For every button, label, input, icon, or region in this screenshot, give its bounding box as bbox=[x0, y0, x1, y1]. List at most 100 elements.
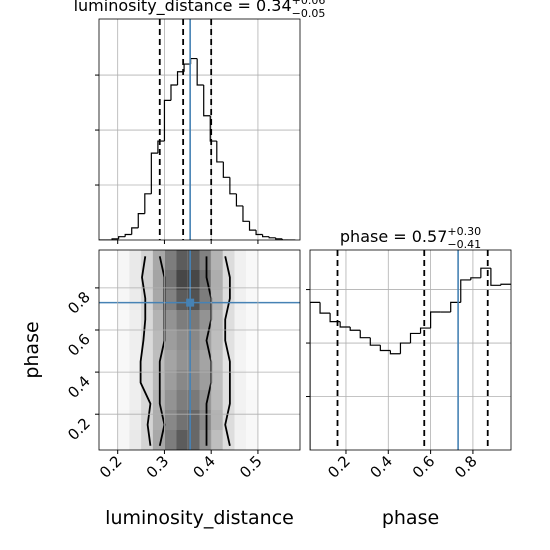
histogram-step bbox=[242, 205, 250, 222]
density-cell bbox=[176, 350, 188, 370]
density-cell bbox=[164, 390, 177, 410]
histogram-step bbox=[144, 193, 152, 214]
density-cell bbox=[176, 370, 188, 390]
density-cell bbox=[246, 410, 258, 430]
density-cell bbox=[187, 270, 200, 290]
density-cell bbox=[234, 290, 247, 310]
density-cell bbox=[152, 390, 165, 410]
density-cell bbox=[164, 370, 177, 390]
density-cell bbox=[199, 250, 212, 270]
density-cell bbox=[211, 430, 223, 450]
histogram-step bbox=[500, 283, 511, 286]
density-cell bbox=[187, 330, 200, 350]
density-cell bbox=[211, 390, 223, 410]
density-cell bbox=[211, 410, 223, 430]
density-cell bbox=[199, 330, 212, 350]
histogram-step bbox=[310, 301, 321, 450]
histogram-step bbox=[470, 277, 481, 280]
density-cell bbox=[152, 430, 165, 450]
density-cell bbox=[129, 370, 142, 390]
density-cell bbox=[117, 310, 130, 330]
axes-frame bbox=[98, 18, 301, 241]
title-lower: −0.05 bbox=[292, 7, 326, 20]
density-cell bbox=[152, 330, 165, 350]
histogram-step bbox=[490, 268, 501, 286]
x-tick-label: 0.4 bbox=[367, 452, 397, 482]
density-cell bbox=[117, 270, 130, 290]
density-cell bbox=[199, 310, 212, 330]
density-cell bbox=[211, 330, 223, 350]
density-cell bbox=[141, 390, 153, 410]
density-cell bbox=[211, 290, 223, 310]
density-cell bbox=[211, 350, 223, 370]
density-cell bbox=[141, 430, 153, 450]
histogram-step bbox=[137, 213, 145, 228]
histogram-step bbox=[216, 141, 224, 163]
density-cell bbox=[176, 410, 188, 430]
histogram-step bbox=[124, 233, 132, 237]
x-tick-label: 0.6 bbox=[409, 452, 439, 482]
density-cell bbox=[117, 290, 130, 310]
y-tick-label: 0.6 bbox=[64, 330, 94, 360]
density-cell bbox=[152, 310, 165, 330]
density-cell bbox=[222, 370, 235, 390]
density-cell bbox=[199, 290, 212, 310]
density-cell bbox=[164, 410, 177, 430]
histogram-step bbox=[389, 350, 401, 355]
density-cell bbox=[246, 290, 258, 310]
density-cell bbox=[176, 270, 188, 290]
density-cell bbox=[246, 330, 258, 350]
plot-area bbox=[99, 19, 296, 240]
x-axis-label: luminosity_distance bbox=[105, 507, 294, 529]
density-cell bbox=[234, 410, 247, 430]
title-main: phase = 0.57 bbox=[340, 227, 447, 246]
histogram-step bbox=[222, 161, 230, 178]
axes-frame bbox=[309, 249, 512, 451]
density-cell bbox=[141, 270, 153, 290]
density-cell bbox=[164, 310, 177, 330]
plot-area bbox=[99, 250, 300, 450]
density-cell bbox=[187, 250, 200, 270]
histogram-step bbox=[262, 234, 270, 238]
histogram-step bbox=[157, 140, 165, 154]
histogram-step bbox=[409, 332, 421, 344]
density-cell bbox=[246, 270, 258, 290]
density-cell bbox=[234, 270, 247, 290]
density-cell bbox=[152, 410, 165, 430]
density-cell bbox=[187, 410, 200, 430]
density-cell bbox=[176, 290, 188, 310]
title-upper: +0.06 bbox=[292, 0, 326, 7]
density-cell bbox=[222, 410, 235, 430]
density-cell bbox=[129, 350, 142, 370]
density-cell bbox=[234, 330, 247, 350]
x-tick-label: 0.4 bbox=[189, 452, 219, 482]
density-cell bbox=[234, 390, 247, 410]
histogram-step bbox=[319, 302, 331, 314]
density-cell bbox=[187, 370, 200, 390]
density-cell bbox=[222, 330, 235, 350]
density-cell bbox=[222, 390, 235, 410]
density-cell bbox=[234, 370, 247, 390]
density-cell bbox=[187, 310, 200, 330]
histogram-step bbox=[480, 267, 491, 278]
density-cell bbox=[246, 310, 258, 330]
density-cell bbox=[246, 430, 258, 450]
density-cell bbox=[129, 310, 142, 330]
density-cell bbox=[176, 330, 188, 350]
density-cell bbox=[199, 270, 212, 290]
density-cell bbox=[164, 290, 177, 310]
density-cell bbox=[222, 270, 235, 290]
histogram-step bbox=[268, 236, 276, 239]
density-cell bbox=[176, 250, 188, 270]
histogram-step bbox=[399, 342, 411, 354]
density-cell bbox=[234, 350, 247, 370]
density-cell bbox=[234, 250, 247, 270]
density-cell bbox=[129, 410, 142, 430]
histogram-step bbox=[170, 84, 178, 101]
density-cell bbox=[141, 410, 153, 430]
density-cell bbox=[164, 330, 177, 350]
plot-area bbox=[310, 250, 511, 450]
x-tick-label: 0.3 bbox=[143, 452, 173, 482]
density-cell bbox=[164, 250, 177, 270]
density-cell bbox=[152, 270, 165, 290]
